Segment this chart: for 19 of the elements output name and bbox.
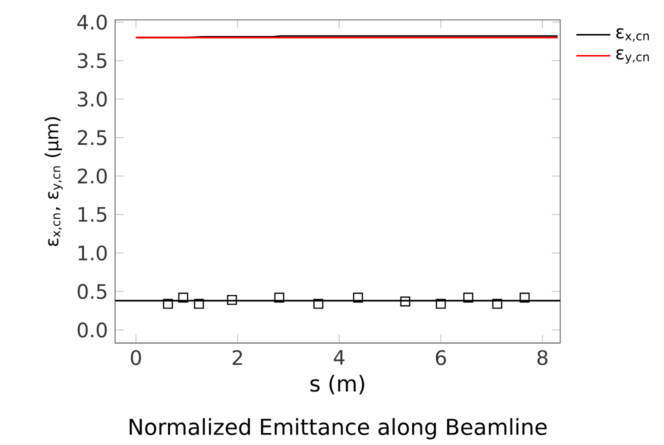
x-axis-title: s (m): [310, 374, 364, 394]
y-tick-label: 3.5: [78, 53, 106, 68]
y-tick-label: 4.0: [77, 14, 107, 30]
x-tick-label: 0: [130, 350, 141, 366]
x-tick-label: 4: [334, 350, 344, 365]
y-tick-label: 1.0: [78, 245, 107, 261]
x-tick-label: 6: [436, 350, 446, 366]
y-tick-label: 0.5: [78, 284, 106, 299]
x-tick-label: 2: [232, 350, 242, 365]
y-tick-label: 2.5: [78, 130, 106, 146]
y-tick-label: 0.0: [78, 322, 107, 338]
legend-label: ε$_{y,cn}$: [616, 49, 649, 64]
x-tick-label: 8: [537, 350, 548, 366]
y-tick-label: 2.0: [78, 168, 107, 184]
y-tick-label: 3.0: [78, 92, 107, 107]
legend-label: ε$_{x,cn}$: [616, 28, 649, 42]
y-axis-title: ε$_{x,cn}$, ε$_{y,cn}$ (μm): [44, 117, 63, 246]
y-tick-label: 1.5: [78, 207, 106, 222]
text: Normalized Emittance along Beamline: [130, 418, 547, 440]
